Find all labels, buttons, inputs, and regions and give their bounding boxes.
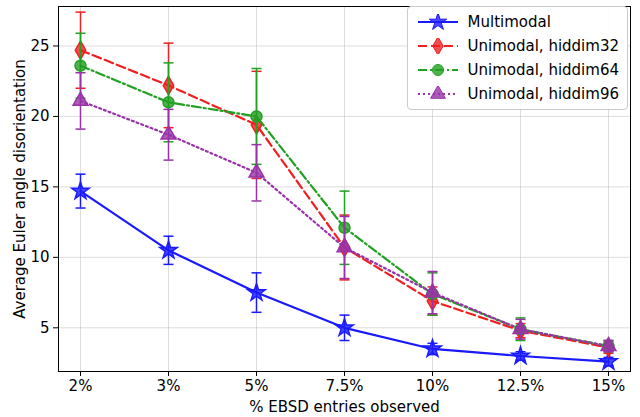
- svg-text:15%: 15%: [592, 377, 625, 395]
- svg-text:12.5%: 12.5%: [497, 377, 545, 395]
- svg-text:10%: 10%: [416, 377, 449, 395]
- html-text:Multimodal: Multimodal: [467, 13, 551, 31]
- html-text:Unimodal, hiddim96: Unimodal, hiddim96: [467, 85, 619, 103]
- svg-text:15: 15: [30, 178, 49, 196]
- svg-text:2%: 2%: [69, 377, 93, 395]
- svg-text:Average Euler angle disorienta: Average Euler angle disorientation: [11, 59, 29, 319]
- svg-text:25: 25: [30, 37, 49, 55]
- svg-text:5%: 5%: [245, 377, 269, 395]
- svg-text:5: 5: [40, 319, 50, 337]
- svg-text:3%: 3%: [157, 377, 181, 395]
- svg-text:10: 10: [30, 248, 49, 266]
- svg-text:20: 20: [30, 107, 49, 125]
- svg-text:% EBSD entries observed: % EBSD entries observed: [249, 398, 440, 416]
- html-text:Unimodal, hiddim32: Unimodal, hiddim32: [467, 37, 619, 55]
- html-text:Unimodal, hiddim64: Unimodal, hiddim64: [467, 61, 619, 79]
- svg-text:7.5%: 7.5%: [325, 377, 363, 395]
